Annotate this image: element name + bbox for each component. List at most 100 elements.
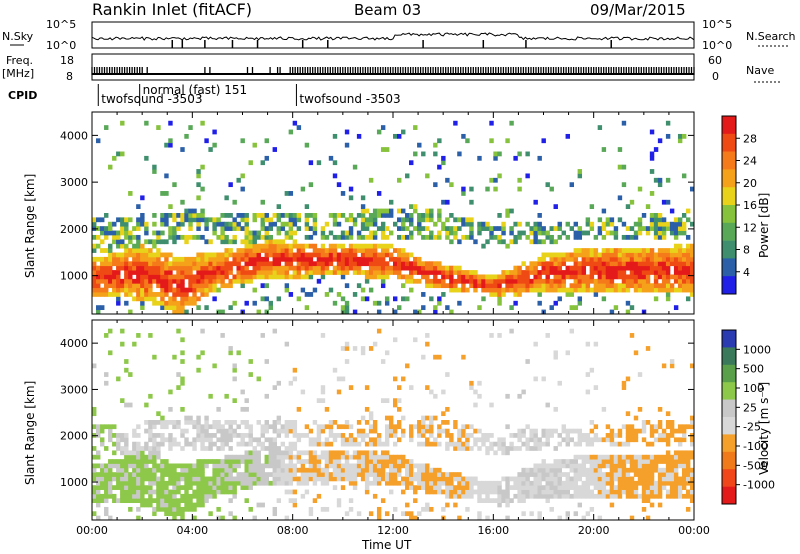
heatmap-cell <box>633 485 639 490</box>
heatmap-cell <box>192 287 197 293</box>
heatmap-cell <box>168 230 173 236</box>
heatmap-cell <box>288 480 294 486</box>
heatmap-cell <box>132 278 137 284</box>
heatmap-cell <box>545 402 550 408</box>
heatmap-cell <box>549 278 554 284</box>
heatmap-cell <box>545 287 550 293</box>
heatmap-cell <box>661 472 667 477</box>
heatmap-cell <box>665 248 671 253</box>
heatmap-cell <box>477 283 482 289</box>
heatmap-cell <box>140 485 145 490</box>
heatmap-cell <box>128 476 133 482</box>
heatmap-cell <box>673 252 679 258</box>
heatmap-cell <box>260 446 265 451</box>
heatmap-cell <box>120 120 125 126</box>
heatmap-cell <box>489 274 494 280</box>
heatmap-cell <box>437 164 442 170</box>
heatmap-cell <box>517 274 522 280</box>
heatmap-cell <box>96 256 101 262</box>
heatmap-cell <box>505 393 510 399</box>
heatmap-cell <box>196 234 201 240</box>
heatmap-cell <box>240 459 245 464</box>
heatmap-cell <box>228 270 233 275</box>
heatmap-cell <box>417 472 422 477</box>
heatmap-cell <box>417 424 422 430</box>
heatmap-cell <box>152 437 157 443</box>
heatmap-cell <box>360 450 366 456</box>
heatmap-cell <box>196 420 201 425</box>
heatmap-cell <box>220 476 225 482</box>
heatmap-cell <box>96 278 101 284</box>
heatmap-cell <box>316 437 322 443</box>
heatmap-cell <box>256 256 261 262</box>
heatmap-cell <box>384 463 390 469</box>
heatmap-cell <box>681 248 687 253</box>
heatmap-cell <box>649 441 655 447</box>
heatmap-cell <box>192 480 197 486</box>
heatmap-cell <box>465 485 470 490</box>
heatmap-cell <box>180 234 185 240</box>
heatmap-cell <box>132 480 137 486</box>
heatmap-cell <box>665 463 671 469</box>
heatmap-cell <box>96 287 101 293</box>
heatmap-cell <box>413 476 418 482</box>
heatmap-cell <box>152 164 157 170</box>
heatmap-cell <box>673 278 679 284</box>
heatmap-cell <box>228 498 233 504</box>
heatmap-cell <box>160 217 165 223</box>
heatmap-cell <box>100 424 105 430</box>
heatmap-cell <box>304 234 310 240</box>
heatmap-cell <box>172 467 177 473</box>
heatmap-cell <box>573 278 579 284</box>
heatmap-cell <box>260 213 265 218</box>
heatmap-cell <box>352 437 358 443</box>
heatmap-cell <box>545 480 550 486</box>
heatmap-cell <box>441 155 446 161</box>
heatmap-cell <box>176 283 181 289</box>
heatmap-cell <box>529 230 534 236</box>
heatmap-cell <box>220 270 225 275</box>
heatmap-cell <box>144 454 149 460</box>
heatmap-cell <box>445 428 450 434</box>
heatmap-cell <box>236 441 241 447</box>
x-tick-label: 00:00 <box>678 524 710 537</box>
heatmap-cell <box>148 472 153 477</box>
heatmap-cell <box>521 498 526 504</box>
heatmap-cell <box>340 424 346 430</box>
heatmap-cell <box>685 252 691 258</box>
heatmap-cell <box>212 283 217 289</box>
heatmap-cell <box>364 420 370 425</box>
heatmap-cell <box>164 191 169 196</box>
heatmap-cell <box>124 278 129 284</box>
heatmap-cell <box>621 454 627 460</box>
heatmap-cell <box>617 270 623 275</box>
heatmap-cell <box>356 261 362 267</box>
heatmap-cell <box>529 472 534 477</box>
heatmap-cell <box>308 270 314 275</box>
heatmap-cell <box>244 226 249 231</box>
heatmap-cell <box>501 278 506 284</box>
heatmap-cell <box>661 283 667 289</box>
heatmap-cell <box>152 300 157 306</box>
heatmap-cell <box>148 450 153 456</box>
heatmap-cell <box>276 204 282 210</box>
heatmap-cell <box>477 511 482 517</box>
heatmap-cell <box>288 420 294 425</box>
heatmap-cell <box>641 226 647 231</box>
heatmap-cell <box>288 424 294 430</box>
heatmap-cell <box>549 287 554 293</box>
heatmap-cell <box>156 261 161 267</box>
heatmap-cell <box>180 300 185 306</box>
heatmap-cell <box>276 296 282 302</box>
heatmap-cell <box>288 261 294 267</box>
heatmap-cell <box>184 476 189 482</box>
heatmap-cell <box>240 485 245 490</box>
heatmap-cell <box>92 476 97 482</box>
heatmap-cell <box>401 265 406 271</box>
heatmap-cell <box>236 433 241 438</box>
heatmap-cell <box>525 270 530 275</box>
heatmap-cell <box>348 424 354 430</box>
heatmap-cell <box>108 292 113 297</box>
heatmap-cell <box>633 489 639 495</box>
heatmap-cell <box>308 476 314 482</box>
